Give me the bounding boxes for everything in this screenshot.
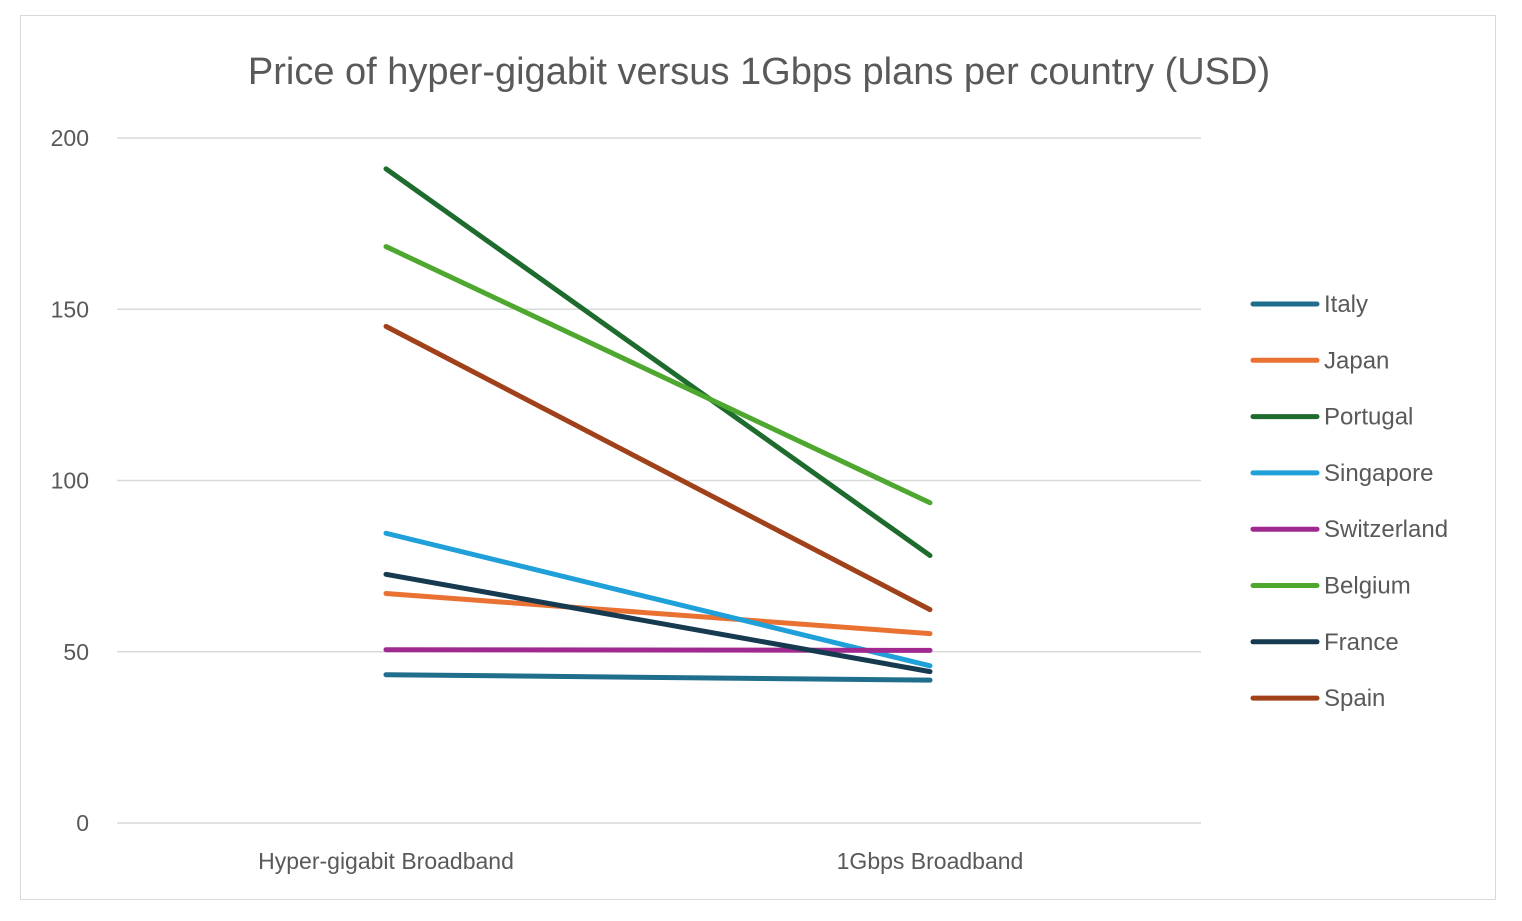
line-chart: Price of hyper-gigabit versus 1Gbps plan… [51,51,1448,874]
legend-label: Singapore [1324,460,1433,487]
series-line-portugal [383,166,933,559]
y-tick-label: 0 [76,810,89,836]
chart-title: Price of hyper-gigabit versus 1Gbps plan… [248,51,1270,93]
legend-label: Italy [1324,291,1368,318]
series-line-switzerland [383,647,933,653]
legend-label: France [1324,629,1399,656]
y-tick-label: 200 [51,125,89,151]
chart-frame: Price of hyper-gigabit versus 1Gbps plan… [20,15,1496,900]
series-line-belgium [383,244,933,506]
y-tick-label: 100 [51,468,89,494]
legend: Italy Japan Portugal Singapore Switzerland Be… [1250,291,1448,712]
legend-label: Belgium [1324,573,1411,600]
legend-label: Portugal [1324,404,1413,431]
y-tick-label: 150 [51,296,89,322]
x-tick-label: 1Gbps Broadband [837,848,1024,874]
y-tick-label: 50 [63,639,89,665]
gridlines [117,137,1201,824]
legend-label: Switzerland [1324,516,1448,543]
legend-label: Spain [1324,685,1385,712]
series-line-japan [383,591,933,637]
series-line-singapore [383,530,933,669]
x-tick-label: Hyper-gigabit Broadband [258,848,514,874]
y-axis-ticks: 0 50 100 150 200 [51,125,89,836]
x-axis-ticks: Hyper-gigabit Broadband 1Gbps Broadband [258,848,1023,874]
series-lines [383,166,933,683]
series-line-france [383,571,933,675]
series-line-spain [383,323,933,613]
legend-label: Japan [1324,347,1389,374]
series-line-italy [383,672,933,683]
